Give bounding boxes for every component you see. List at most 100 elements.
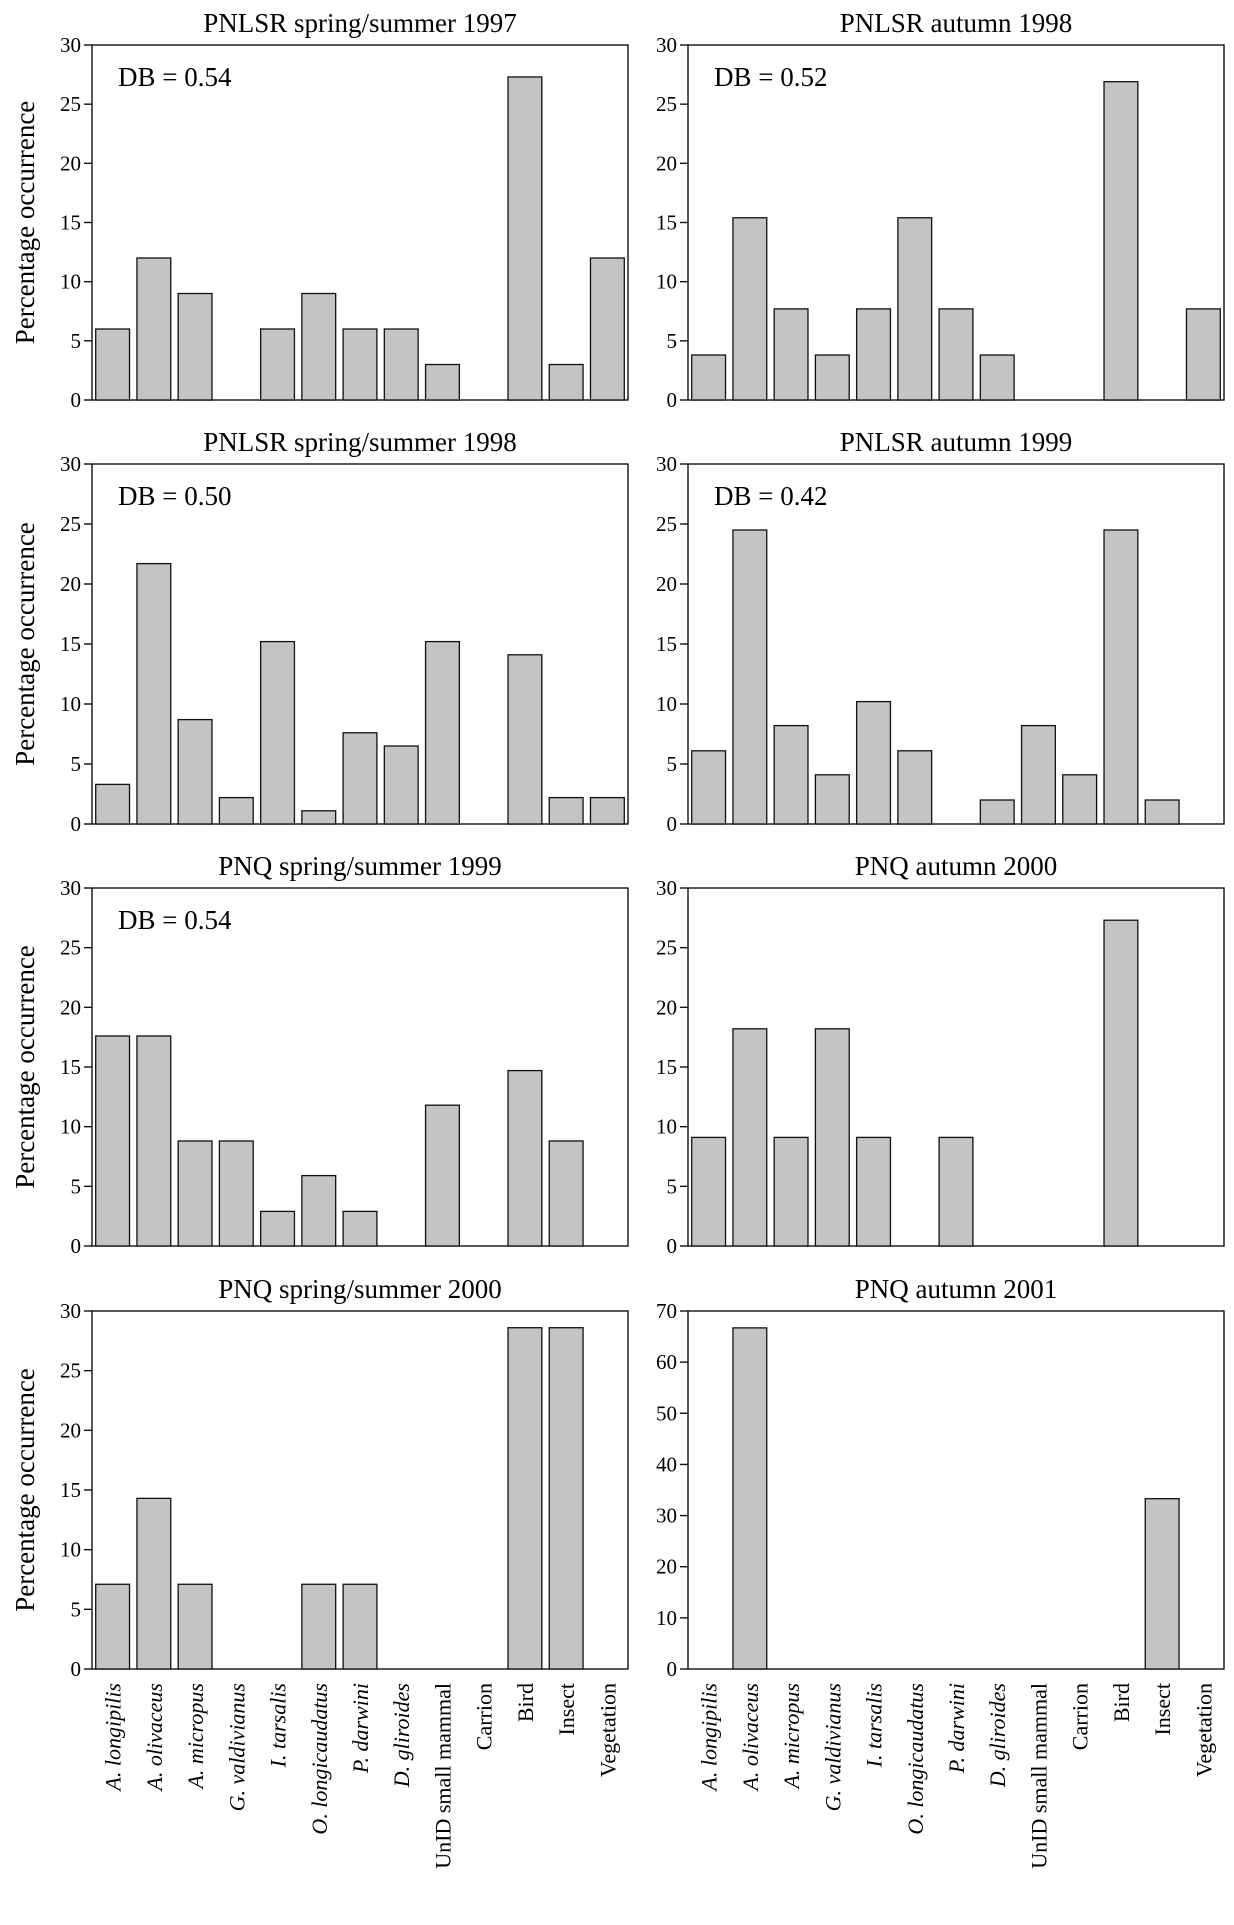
bar-a-longipilis	[95, 783, 131, 825]
bar-o-longicaudatus	[301, 1174, 337, 1247]
y-tick-label: 25	[60, 936, 81, 960]
y-tick-label: 30	[60, 876, 81, 900]
x-category-label-a-longipilis: A. longipilis	[101, 1683, 126, 1793]
x-category-label-g-valdivianus: G. valdivianus	[820, 1683, 845, 1811]
y-tick-label: 15	[656, 632, 677, 656]
bar-i-tarsalis	[855, 308, 892, 401]
x-category-label-a-micropus: A. micropus	[779, 1683, 804, 1791]
db-index-label: DB = 0.52	[714, 62, 827, 92]
bar-a-olivaceus	[136, 1035, 172, 1247]
x-category-label-insect: Insect	[1150, 1683, 1175, 1736]
bar-a-longipilis	[691, 354, 727, 401]
y-tick-label: 40	[656, 1452, 677, 1476]
y-tick-label: 30	[656, 452, 677, 476]
y-tick-label: 20	[60, 572, 81, 596]
bar-d-gliroides	[979, 799, 1015, 825]
x-category-label-a-micropus: A. micropus	[183, 1683, 208, 1791]
bar-bird	[507, 654, 543, 825]
y-tick-label: 20	[60, 995, 81, 1019]
y-tick-label: 15	[60, 1478, 81, 1502]
bar-bird	[507, 1069, 543, 1247]
bar-g-valdivianus	[814, 354, 850, 401]
bar-g-valdivianus	[814, 774, 850, 825]
bar-o-longicaudatus	[301, 1583, 337, 1670]
x-category-label-i-tarsalis: I. tarsalis	[266, 1683, 291, 1768]
db-index-label: DB = 0.54	[118, 62, 232, 92]
y-tick-label: 20	[656, 1555, 677, 1579]
bar-a-olivaceus	[732, 1028, 768, 1247]
db-index-label: DB = 0.42	[714, 481, 827, 511]
chart-title: PNQ autumn 2000	[855, 851, 1058, 881]
bar-vegetation	[589, 796, 625, 825]
y-tick-label: 15	[656, 1055, 677, 1079]
y-tick-label: 0	[71, 812, 82, 836]
plot-frame	[91, 887, 629, 1247]
y-tick-label: 10	[60, 270, 81, 294]
bar-bird	[507, 1327, 543, 1670]
bar-p-darwini	[342, 732, 378, 825]
bar-o-longicaudatus	[897, 217, 933, 401]
y-tick-label: 25	[656, 92, 677, 116]
y-tick-label: 15	[60, 211, 81, 235]
bar-i-tarsalis	[259, 640, 296, 825]
y-tick-label: 50	[656, 1401, 677, 1425]
x-category-label-insect: Insect	[554, 1683, 579, 1736]
bar-i-tarsalis	[259, 1210, 296, 1247]
bar-a-micropus	[177, 1140, 213, 1247]
chart-panel-4: PNLSR autumn 1999 0 5 10 15 20 25 30 DB = 0.42	[656, 427, 1225, 836]
y-tick-label: 5	[71, 1174, 82, 1198]
chart-panel-3: PNLSR spring/summer 1998 0 5 10 15 20 25 30 Perc…	[10, 427, 629, 836]
bar-o-longicaudatus	[301, 810, 337, 825]
y-axis-label: Percentage occurrence	[10, 1368, 40, 1612]
db-index-label: DB = 0.54	[118, 905, 232, 935]
y-tick-label: 20	[656, 572, 677, 596]
bar-d-gliroides	[383, 328, 419, 401]
y-tick-label: 5	[667, 329, 678, 353]
y-tick-label: 15	[60, 1055, 81, 1079]
bar-a-longipilis	[95, 328, 131, 401]
x-category-label-unid-small-mammal: UnID small mammal	[430, 1683, 455, 1869]
bar-a-olivaceus	[136, 1497, 172, 1670]
chart-title: PNLSR autumn 1999	[840, 427, 1073, 457]
y-tick-label: 0	[71, 388, 82, 412]
bar-g-valdivianus	[218, 796, 254, 825]
y-tick-label: 0	[667, 1234, 678, 1258]
y-tick-label: 5	[667, 1174, 678, 1198]
bar-a-olivaceus	[732, 217, 768, 401]
bar-p-darwini	[342, 1210, 378, 1247]
y-axis-label: Percentage occurrence	[10, 945, 40, 1189]
chart-panel-7: PNQ spring/summer 2000 0 5 10 15 20 25 30 Percen…	[10, 1274, 629, 1869]
x-category-label-d-gliroides: D. gliroides	[389, 1683, 414, 1788]
bar-unid-small-mammal	[424, 1104, 461, 1247]
y-tick-label: 25	[656, 512, 677, 536]
plot-frame	[687, 463, 1225, 825]
x-category-label-vegetation: Vegetation	[595, 1683, 620, 1777]
y-tick-label: 5	[71, 1597, 82, 1621]
bar-a-micropus	[177, 292, 213, 401]
bar-insect	[1144, 799, 1180, 825]
x-category-label-carrion: Carrion	[1068, 1683, 1093, 1750]
bar-insect	[548, 796, 584, 825]
bar-a-olivaceus	[136, 562, 172, 825]
bar-a-micropus	[177, 718, 213, 825]
bar-d-gliroides	[979, 354, 1015, 401]
y-tick-label: 25	[60, 512, 81, 536]
chart-panel-2: PNLSR autumn 1998 0 5 10 15 20 25 30 DB = 0.52	[656, 8, 1225, 412]
y-tick-label: 25	[60, 1359, 81, 1383]
bar-insect	[1144, 1498, 1180, 1670]
chart-title: PNLSR spring/summer 1998	[203, 427, 517, 457]
bar-o-longicaudatus	[301, 292, 337, 401]
y-tick-label: 0	[667, 388, 678, 412]
y-tick-label: 0	[667, 1657, 678, 1681]
bar-carrion	[1062, 774, 1098, 825]
bar-a-longipilis	[95, 1035, 131, 1247]
x-category-label-p-darwini: P. darwini	[944, 1683, 969, 1774]
y-tick-label: 30	[60, 33, 81, 57]
bar-a-longipilis	[95, 1583, 131, 1670]
y-tick-label: 60	[656, 1350, 677, 1374]
bar-o-longicaudatus	[897, 750, 933, 825]
chart-panel-5: PNQ spring/summer 1999 0 5 10 15 20 25 30 Percen…	[10, 851, 629, 1258]
y-tick-label: 0	[667, 812, 678, 836]
y-tick-label: 30	[60, 452, 81, 476]
x-category-label-d-gliroides: D. gliroides	[985, 1683, 1010, 1788]
